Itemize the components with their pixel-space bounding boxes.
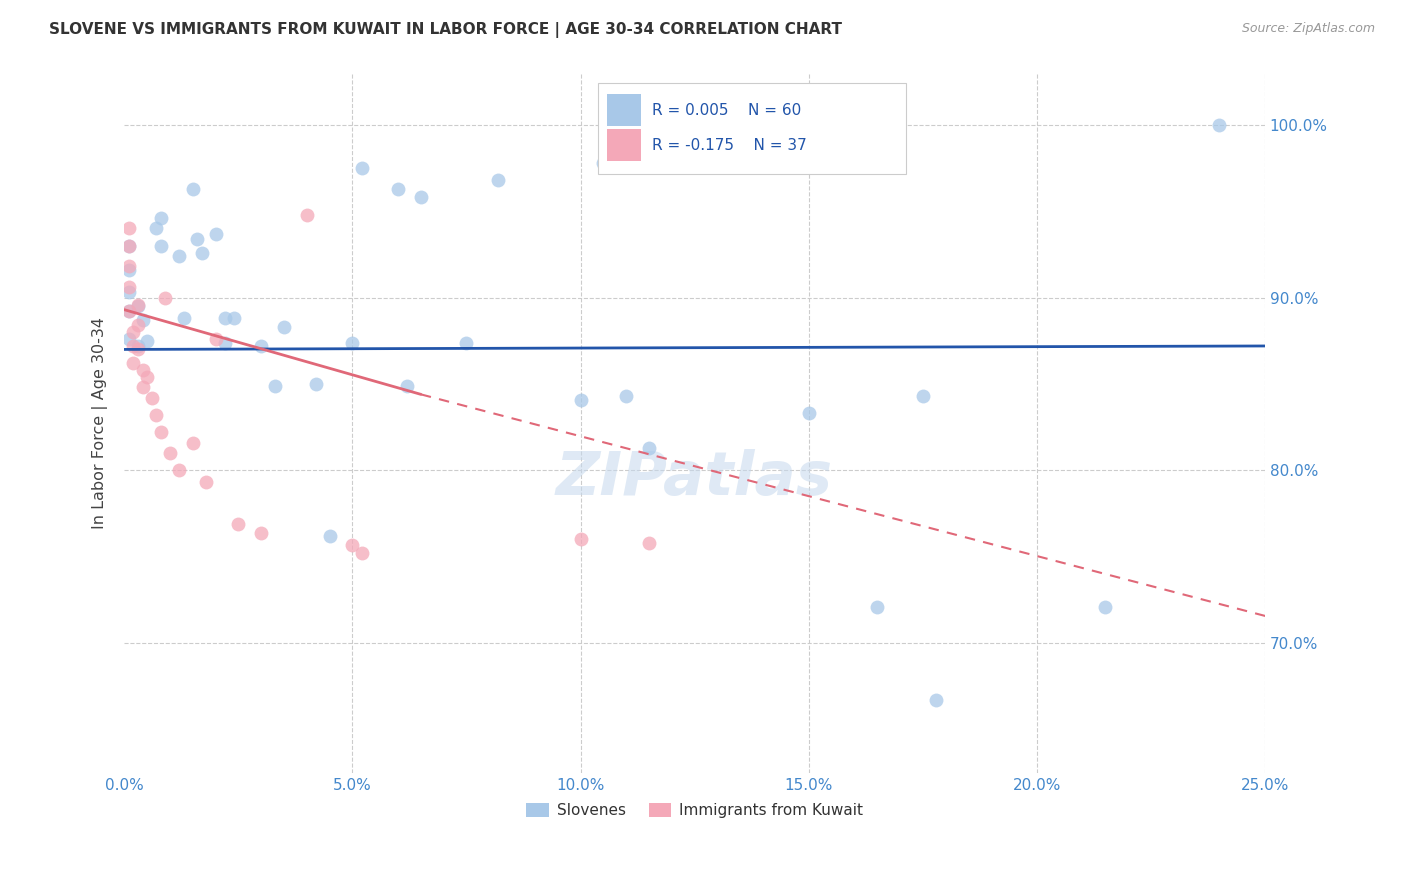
Text: R = 0.005    N = 60: R = 0.005 N = 60 [652, 103, 801, 118]
Point [118, 239, 141, 253]
Point [118, 239, 141, 253]
Point [263, 378, 285, 392]
Point [638, 536, 661, 550]
Point [214, 335, 236, 350]
Point [118, 304, 141, 318]
Point [387, 182, 409, 196]
Point [1094, 599, 1116, 614]
Bar [607, 95, 641, 126]
Point [911, 389, 934, 403]
Point [118, 304, 141, 318]
Point [136, 370, 159, 384]
Text: Source: ZipAtlas.com: Source: ZipAtlas.com [1241, 22, 1375, 36]
Text: SLOVENE VS IMMIGRANTS FROM KUWAIT IN LABOR FORCE | AGE 30-34 CORRELATION CHART: SLOVENE VS IMMIGRANTS FROM KUWAIT IN LAB… [49, 22, 842, 38]
Point [173, 311, 195, 326]
Point [342, 538, 364, 552]
Text: R = -0.175    N = 37: R = -0.175 N = 37 [652, 137, 807, 153]
Point [204, 332, 226, 346]
Point [127, 299, 149, 313]
Point [486, 173, 509, 187]
Point [118, 285, 141, 300]
Point [122, 356, 145, 370]
Point [305, 376, 328, 391]
Point [149, 239, 172, 253]
Point [866, 599, 889, 614]
Point [141, 391, 163, 405]
Point [222, 311, 245, 326]
Point [250, 525, 273, 540]
Point [409, 190, 432, 204]
Point [191, 245, 214, 260]
Point [181, 182, 204, 196]
Point [797, 406, 820, 420]
Point [204, 227, 226, 241]
Point [118, 260, 141, 274]
Point [228, 516, 250, 531]
FancyBboxPatch shape [598, 84, 905, 175]
Point [181, 435, 204, 450]
Point [167, 249, 190, 263]
Point [118, 332, 141, 346]
Bar [607, 129, 641, 161]
Point [122, 325, 145, 339]
Point [127, 339, 149, 353]
Point [396, 378, 419, 392]
Point [131, 363, 153, 377]
Point [155, 291, 177, 305]
Point [127, 318, 149, 333]
Point [350, 546, 373, 560]
Point [925, 693, 948, 707]
Point [118, 221, 141, 235]
Legend: Slovenes, Immigrants from Kuwait: Slovenes, Immigrants from Kuwait [520, 797, 869, 824]
Point [807, 121, 830, 136]
Point [569, 533, 592, 547]
Point [569, 392, 592, 407]
Point [706, 121, 728, 136]
Point [136, 334, 159, 348]
Point [149, 425, 172, 440]
Point [131, 380, 153, 394]
Point [295, 208, 318, 222]
Point [250, 339, 273, 353]
Point [638, 441, 661, 455]
Point [592, 156, 614, 170]
Point [350, 161, 373, 175]
Point [118, 280, 141, 294]
Point [728, 121, 751, 136]
Point [195, 475, 218, 490]
Point [131, 313, 153, 327]
Y-axis label: In Labor Force | Age 30-34: In Labor Force | Age 30-34 [93, 317, 108, 529]
Point [149, 211, 172, 226]
Point [614, 389, 637, 403]
Point [145, 221, 167, 235]
Point [127, 297, 149, 311]
Point [167, 463, 190, 477]
Point [122, 339, 145, 353]
Point [186, 232, 208, 246]
Point [127, 343, 149, 357]
Point [159, 446, 181, 460]
Point [318, 529, 340, 543]
Point [1208, 118, 1230, 132]
Point [145, 408, 167, 422]
Point [118, 263, 141, 277]
Point [214, 311, 236, 326]
Point [273, 320, 295, 334]
Point [456, 335, 478, 350]
Point [342, 335, 364, 350]
Text: ZIPatlas: ZIPatlas [555, 450, 834, 508]
